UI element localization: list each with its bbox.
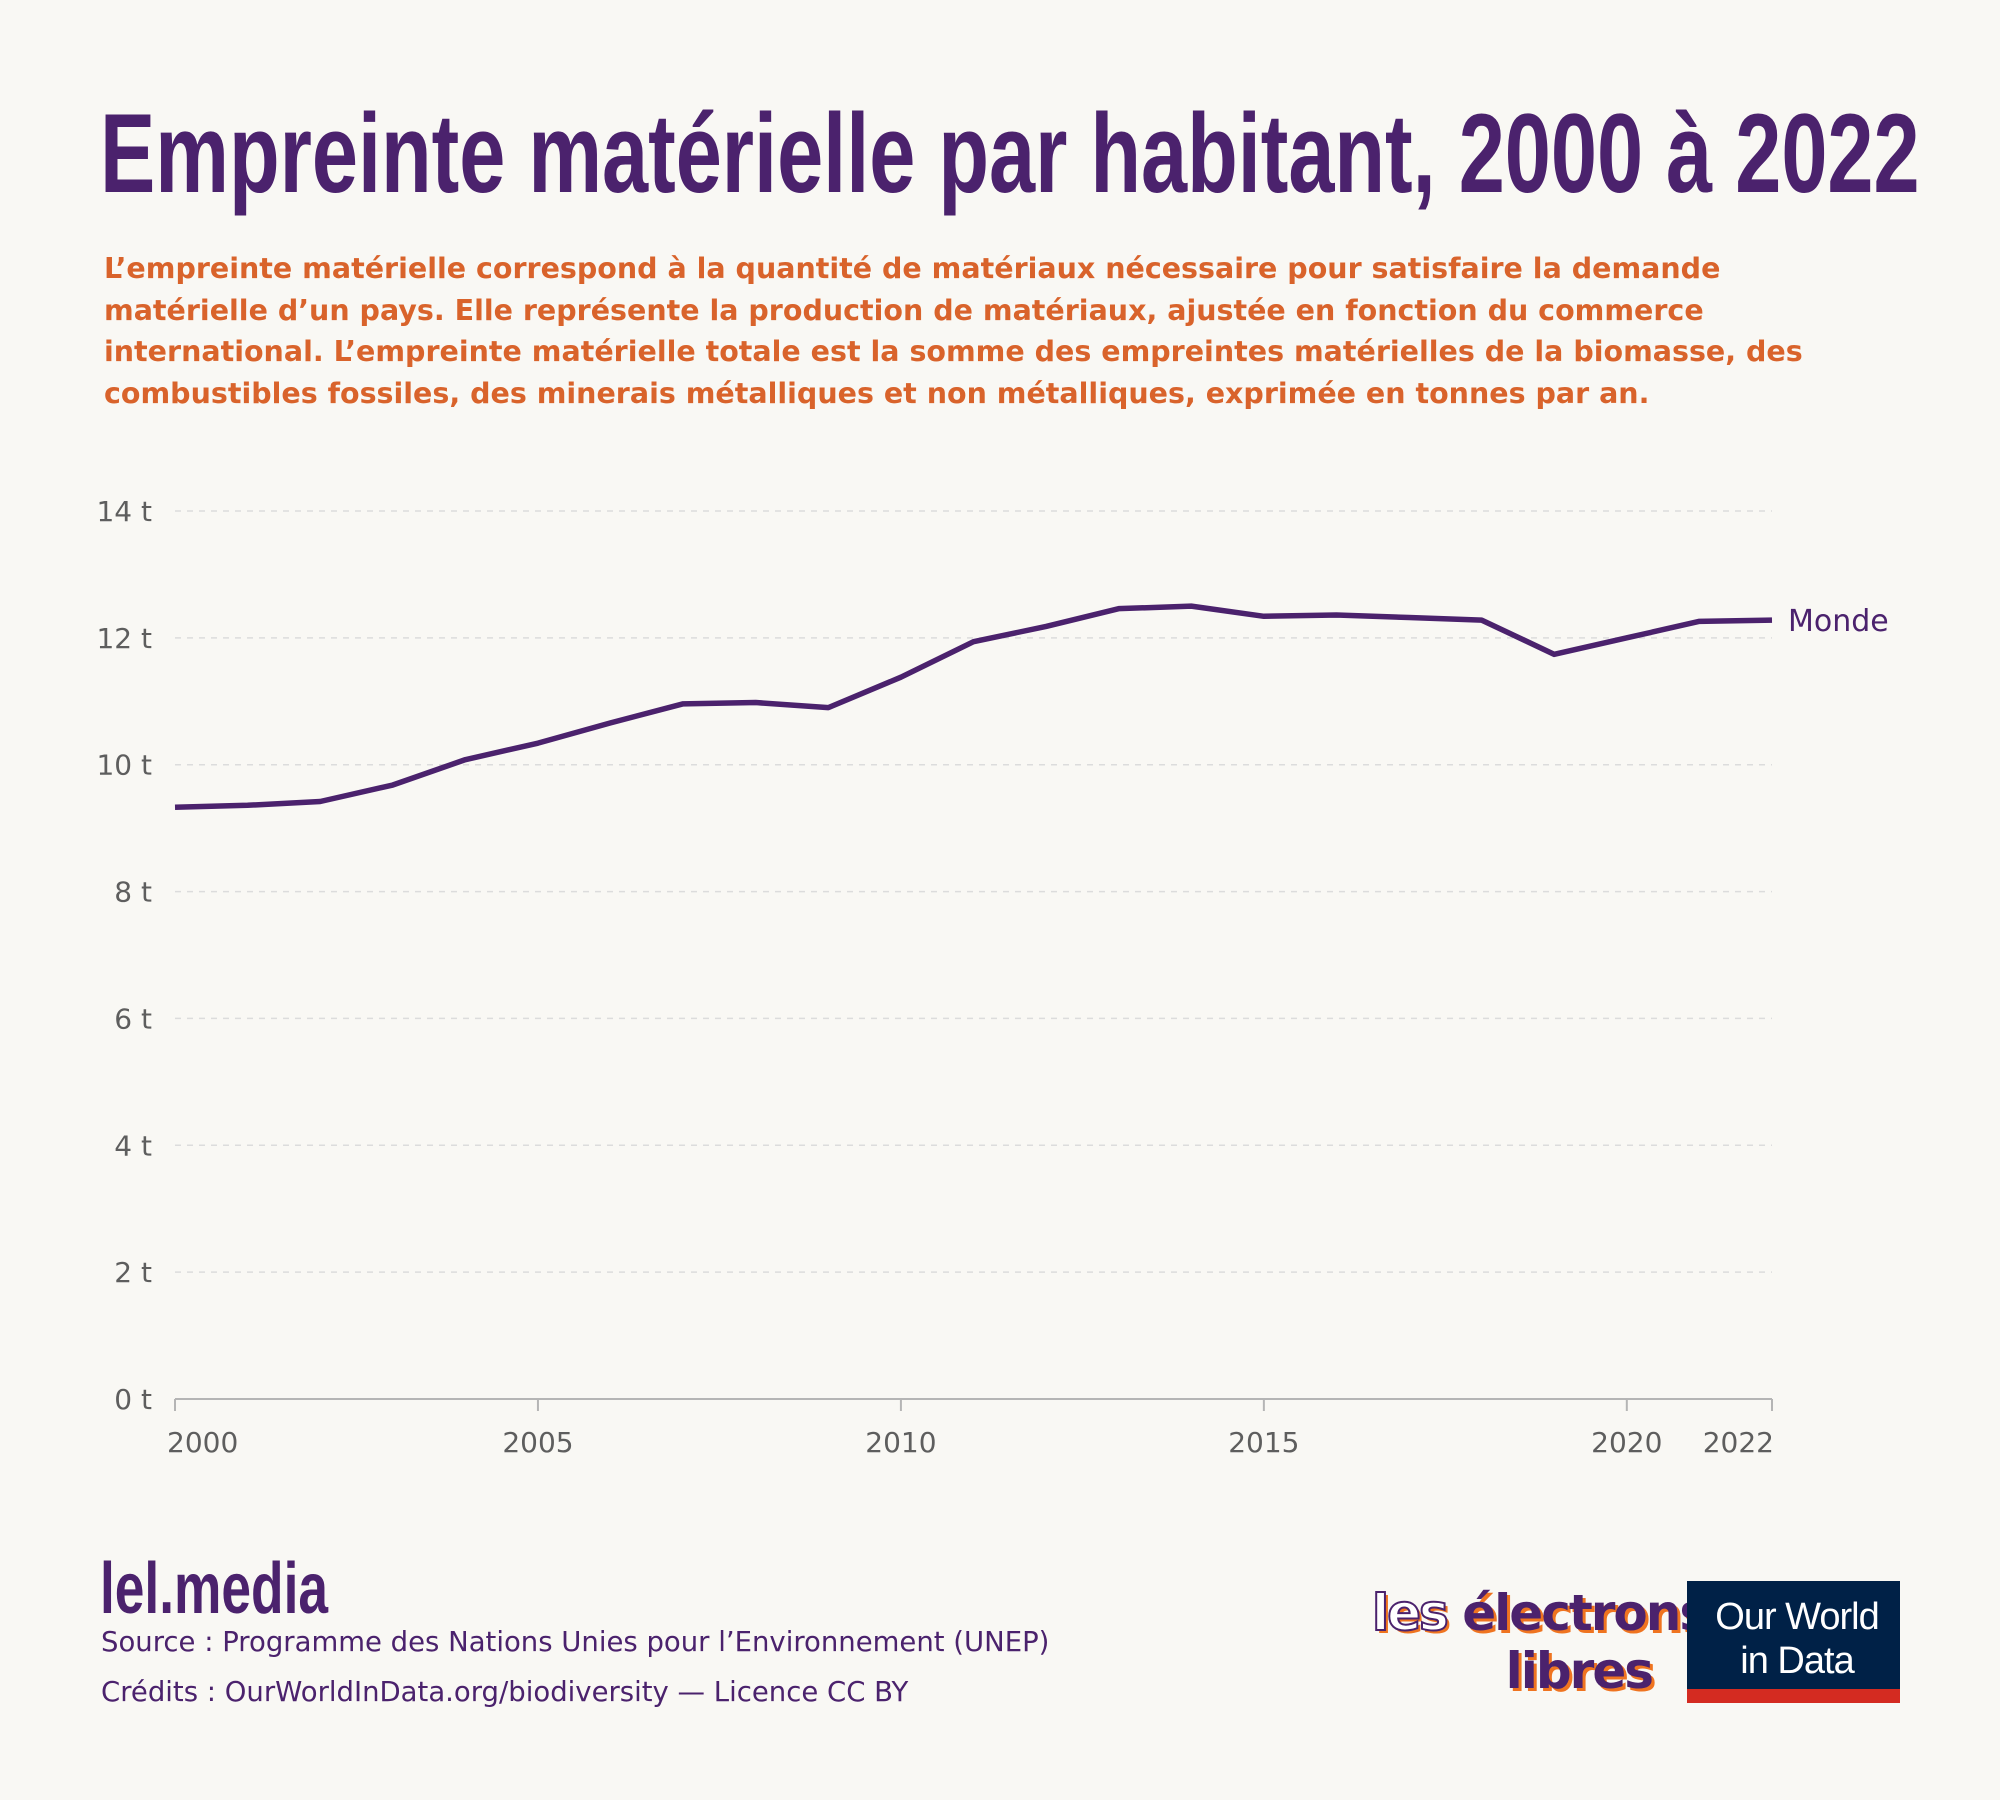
chart-subtitle: L’empreinte matérielle correspond à la q…: [104, 248, 1904, 414]
y-axis: 0 t 2 t 4 t 6 t 8 t 10 t 12 t 14 t: [96, 495, 152, 1416]
y-tick-label: 12 t: [96, 622, 152, 655]
x-tick-label: 2020: [1591, 1426, 1662, 1459]
x-tick-label: 2015: [1228, 1426, 1299, 1459]
chart-title: Empreinte matérielle par habitant, 2000 …: [100, 91, 1920, 216]
series-line-monde: [174, 603, 1773, 810]
x-tick-label: 2000: [167, 1426, 238, 1459]
owid-logo-line-1: Our World: [1715, 1596, 1879, 1638]
owid-red-bar: [1687, 1689, 1900, 1703]
logo-line-1: les électrons: [1371, 1587, 1709, 1639]
our-world-in-data-logo[interactable]: Our World in Data: [1687, 1581, 1900, 1703]
y-tick-label: 14 t: [96, 495, 152, 528]
x-tick-label: 2010: [865, 1426, 936, 1459]
x-axis: 2000 2005 2010 2015 2020 2022: [167, 1398, 1774, 1459]
y-tick-label: 6 t: [114, 1002, 152, 1035]
y-tick-label: 10 t: [96, 749, 152, 782]
series-group: Monde: [174, 603, 1889, 810]
y-tick-label: 0 t: [114, 1383, 152, 1416]
y-tick-label: 2 t: [114, 1256, 152, 1289]
brand-name[interactable]: lel.media: [100, 1549, 329, 1629]
y-tick-label: 8 t: [114, 876, 152, 909]
source-text: Source : Programme des Nations Unies pou…: [101, 1626, 1050, 1658]
x-tick-label: 2022: [1703, 1426, 1774, 1459]
logo-word-libres: libres: [1505, 1642, 1654, 1700]
logo-word-les: les: [1371, 1584, 1450, 1642]
subtitle-line: international. L’empreinte matérielle to…: [104, 335, 1803, 368]
logo-word-electrons: électrons: [1462, 1584, 1709, 1642]
owid-logo-line-2: in Data: [1740, 1640, 1854, 1682]
subtitle-line: combustibles fossiles, des minerais méta…: [104, 376, 1650, 410]
owid-logo-text: Our World in Data: [1697, 1595, 1897, 1683]
credits-text[interactable]: Crédits : OurWorldInData.org/biodiversit…: [101, 1676, 909, 1708]
y-tick-label: 4 t: [114, 1129, 152, 1162]
x-tick-label: 2005: [502, 1426, 573, 1459]
gridlines: [175, 510, 1772, 1273]
series-label: Monde: [1788, 604, 1889, 639]
subtitle-line: L’empreinte matérielle correspond à la q…: [104, 252, 1721, 285]
subtitle-line: matérielle d’un pays. Elle représente la…: [104, 293, 1704, 327]
les-electrons-libres-logo[interactable]: les électrons libres: [1368, 1580, 1709, 1705]
